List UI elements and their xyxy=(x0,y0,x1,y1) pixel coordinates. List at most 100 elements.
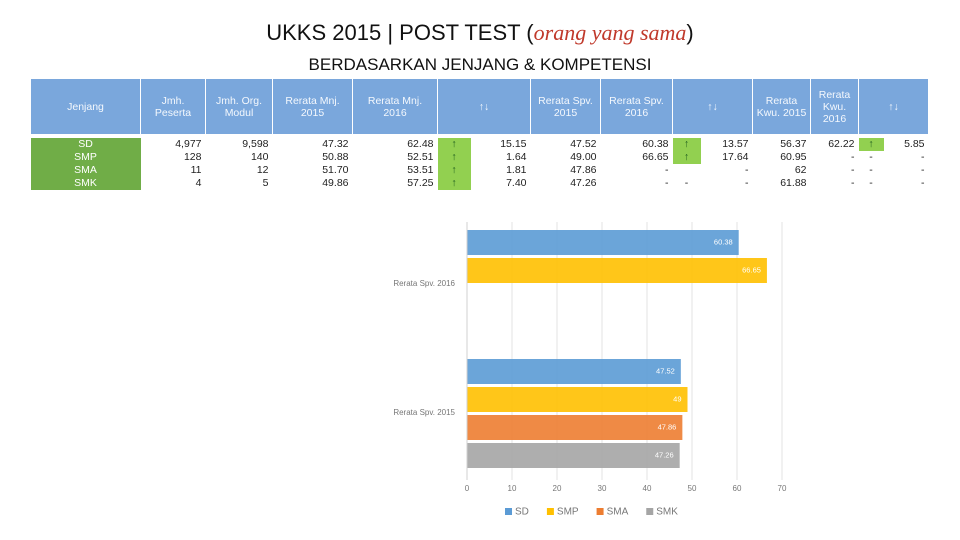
table-cell: - xyxy=(921,177,925,189)
table-cell: 62.22 xyxy=(828,138,855,150)
legend-label: SD xyxy=(515,507,529,518)
table-cell: ↑ xyxy=(437,164,471,177)
table-cell: SD xyxy=(30,136,141,151)
title-part: orang yang sama xyxy=(533,20,687,45)
x-tick-label: 0 xyxy=(465,484,470,493)
bar xyxy=(467,359,681,384)
table-cell: - xyxy=(921,164,925,176)
header-cell: Jenjang xyxy=(30,78,141,137)
header-cell: Rerata Kwu. 2015 xyxy=(752,78,811,137)
table-cell: - xyxy=(745,177,749,189)
header-cell: Rerata Spv. 2015 xyxy=(530,78,601,137)
table-cell: 4,977 xyxy=(175,138,202,150)
data-label: 66.65 xyxy=(742,265,761,274)
table-cell: 50.88 xyxy=(322,151,349,163)
legend-label: SMA xyxy=(607,507,629,518)
table-cell: SMK xyxy=(30,177,141,190)
table-cell: 1.64 xyxy=(506,151,527,163)
table-cell: 5 xyxy=(262,177,269,189)
data-label: 47.26 xyxy=(655,450,674,459)
table-cell: 4 xyxy=(195,177,202,189)
title-part: ) xyxy=(686,20,694,45)
table-cell: - xyxy=(869,164,873,176)
table-cell: 60.95 xyxy=(780,151,807,163)
header-cell: Rerata Spv. 2016 xyxy=(600,78,673,137)
header-cell: Rerata Mnj. 2016 xyxy=(352,78,438,137)
table-cell: ↑ xyxy=(437,136,471,151)
table-cell: 140 xyxy=(250,151,269,163)
table-cell: ↑ xyxy=(437,177,471,190)
legend-label: SMP xyxy=(557,507,579,518)
table-cell: 47.86 xyxy=(570,164,597,176)
table-row: SD 4,977 9,598 47.32 62.48 ↑ 15.15 47.52 60.38 ↑ 1… xyxy=(30,136,929,151)
table-row: SMP 128 140 50.88 52.51 ↑ 1.64 49.00 66.65 ↑ 17.64… xyxy=(30,151,929,164)
table-cell: SMP xyxy=(30,151,141,164)
table-cell: 9,598 xyxy=(242,138,269,150)
data-label: 60.38 xyxy=(714,237,733,246)
header-cell: ↑↓ xyxy=(672,78,753,137)
bar xyxy=(467,443,680,468)
legend-label: SMK xyxy=(656,507,678,518)
header-cell: Jmh. Org. Modul xyxy=(205,78,273,137)
header-cell: ↑↓ xyxy=(858,78,929,137)
table-cell: - xyxy=(745,164,749,176)
x-tick-label: 70 xyxy=(778,484,787,493)
table-cell: SMA xyxy=(30,164,141,177)
table-cell: 57.25 xyxy=(407,177,434,189)
table-cell: 47.26 xyxy=(570,177,597,189)
data-label: 47.86 xyxy=(658,422,677,431)
legend-swatch xyxy=(546,508,554,515)
header-row: Jenjang Jmh. Peserta Jmh. Org. Modul Rerata… xyxy=(30,78,929,137)
table-cell: ↑ xyxy=(672,151,701,164)
subtitle: BERDASARKAN JENJANG & KOMPETENSI xyxy=(308,55,652,74)
table-cell: - xyxy=(684,177,689,189)
bar xyxy=(467,258,767,283)
table-cell: 47.32 xyxy=(322,138,349,150)
x-tick-label: 30 xyxy=(598,484,607,493)
table-cell: - xyxy=(851,151,855,163)
table-cell: 12 xyxy=(256,164,269,176)
table-cell: 62.48 xyxy=(407,138,434,150)
table-cell: 11 xyxy=(190,164,202,176)
header-cell: Rerata Mnj. 2015 xyxy=(272,78,353,137)
table-cell: - xyxy=(921,151,925,163)
x-tick-label: 50 xyxy=(688,484,697,493)
table-cell: - xyxy=(869,177,873,189)
table-cell: 13.57 xyxy=(722,138,749,150)
table-cell: 17.64 xyxy=(722,151,749,163)
bar xyxy=(467,387,688,412)
y-tick-label: Rerata Spv. 2015 xyxy=(393,408,455,417)
table-cell: 62 xyxy=(794,164,807,176)
data-label: 47.52 xyxy=(656,366,675,375)
table-cell: 5.85 xyxy=(904,138,925,150)
title-part: UKKS 2015 | POST TEST ( xyxy=(266,20,534,45)
legend-swatch xyxy=(596,508,604,515)
table-cell: 1.81 xyxy=(506,164,527,176)
x-tick-label: 60 xyxy=(733,484,742,493)
data-label: 49 xyxy=(673,394,681,403)
bar xyxy=(467,415,683,440)
table-cell: - xyxy=(851,164,855,176)
legend-swatch xyxy=(505,508,512,515)
table-cell: - xyxy=(665,177,669,189)
table-cell: 49.00 xyxy=(570,151,597,163)
table-cell: 52.51 xyxy=(407,151,434,163)
y-tick-label: Rerata Spv. 2016 xyxy=(393,279,455,288)
table-cell: 7.40 xyxy=(506,177,527,189)
x-tick-label: 10 xyxy=(508,484,517,493)
table-cell xyxy=(673,164,701,177)
table: Jenjang Jmh. Peserta Jmh. Org. Modul Rerata… xyxy=(30,78,929,190)
table-cell: ↑ xyxy=(672,136,701,151)
x-tick-label: 40 xyxy=(643,484,652,493)
table-cell: 60.38 xyxy=(642,138,669,150)
header-cell: Rerata Kwu. 2016 xyxy=(810,78,859,137)
table-cell: ↑ xyxy=(437,151,471,164)
bar xyxy=(467,230,739,255)
table-cell: 61.88 xyxy=(780,177,807,189)
table-cell: 56.37 xyxy=(780,138,807,150)
x-tick-label: 20 xyxy=(553,484,562,493)
table-cell: - xyxy=(665,164,669,176)
table-row: SMK 4 5 49.86 57.25 ↑ 7.40 47.26 - - - 61.88 - - - xyxy=(30,177,929,190)
legend-swatch xyxy=(646,508,654,515)
